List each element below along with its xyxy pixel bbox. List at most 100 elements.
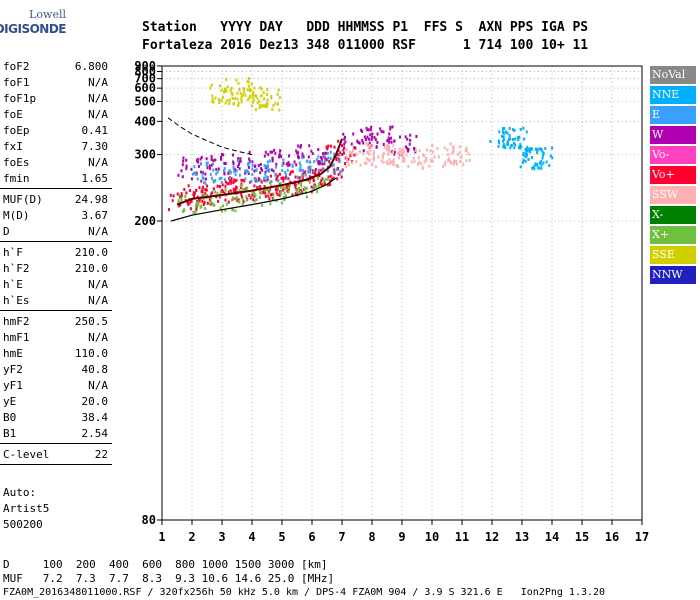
echo-mark: [198, 197, 201, 201]
echo-mark: [184, 194, 187, 198]
x-tick-label: 7: [338, 530, 345, 544]
echo-mark: [206, 166, 209, 170]
echo-mark: [503, 126, 506, 130]
echo-mark: [230, 86, 233, 90]
echo-mark: [265, 102, 268, 106]
echo-mark: [268, 197, 271, 201]
echo-mark: [231, 196, 234, 200]
echo-mark: [528, 147, 531, 151]
echo-mark: [504, 146, 507, 150]
echo-mark: [501, 134, 504, 138]
echo-mark: [318, 160, 321, 164]
echo-mark: [302, 171, 305, 175]
echo-mark: [335, 158, 338, 162]
echo-mark: [301, 174, 304, 178]
echo-mark: [285, 173, 288, 177]
echo-mark: [336, 177, 339, 181]
echo-mark: [304, 187, 307, 191]
divider: [0, 241, 112, 242]
echo-mark: [254, 164, 257, 168]
echo-mark: [301, 169, 304, 173]
echo-mark: [521, 161, 524, 165]
echo-mark: [304, 173, 307, 177]
echo-mark: [299, 145, 302, 149]
echo-mark: [389, 125, 392, 129]
echo-mark: [318, 182, 321, 186]
echo-mark: [299, 166, 302, 170]
echo-mark: [456, 162, 459, 166]
param-value: 24.98: [74, 193, 108, 206]
echo-mark: [452, 145, 455, 149]
echo-mark: [265, 179, 268, 183]
echo-mark: [312, 169, 315, 173]
param-value: 0.41: [81, 124, 109, 137]
echo-mark: [256, 97, 259, 101]
echo-mark: [431, 144, 434, 148]
param-key: h`E: [3, 278, 23, 291]
echo-mark: [539, 161, 542, 165]
echo-mark: [301, 191, 304, 195]
legend-item-vo-minus: Vo-: [650, 146, 696, 164]
echo-mark: [423, 160, 426, 164]
echo-mark: [540, 148, 543, 152]
echo-mark: [192, 210, 195, 214]
echo-mark: [238, 160, 241, 164]
echo-mark: [350, 142, 353, 146]
param-key: fxI: [3, 140, 23, 153]
echo-mark: [269, 150, 272, 154]
echo-mark: [250, 82, 253, 86]
echo-mark: [204, 207, 207, 211]
echo-mark: [368, 159, 371, 163]
echo-mark: [519, 127, 522, 131]
echo-mark: [259, 171, 262, 175]
echo-mark: [349, 150, 352, 154]
param-row: yF2 40.8: [0, 361, 112, 377]
param-key: foEs: [3, 156, 30, 169]
echo-mark: [239, 159, 242, 163]
echo-mark: [502, 135, 505, 139]
param-key: D: [3, 225, 10, 238]
echo-mark: [235, 186, 238, 190]
echo-mark: [397, 151, 400, 155]
echo-mark: [203, 181, 206, 185]
echo-mark: [210, 157, 213, 161]
echo-mark: [270, 96, 273, 100]
echo-mark: [354, 146, 357, 150]
echo-mark: [326, 151, 329, 155]
echo-mark: [247, 165, 250, 169]
echo-mark: [529, 147, 532, 151]
echo-mark: [289, 180, 292, 184]
echo-mark: [374, 138, 377, 142]
echo-mark: [447, 157, 450, 161]
echo-mark: [220, 153, 223, 157]
echo-mark: [233, 178, 236, 182]
echo-mark: [233, 96, 236, 100]
echo-mark: [526, 153, 529, 157]
echo-mark: [379, 127, 382, 131]
echo-mark: [458, 151, 461, 155]
echo-mark: [300, 144, 303, 148]
echo-mark: [188, 189, 191, 193]
echo-mark: [464, 149, 467, 153]
echo-mark: [260, 180, 263, 184]
echo-mark: [382, 160, 385, 164]
autoscale-artist: Artist5: [3, 502, 50, 515]
echo-mark: [177, 199, 180, 203]
echo-mark: [344, 135, 347, 139]
param-value: N/A: [88, 108, 108, 121]
echo-mark: [237, 157, 240, 161]
echo-mark: [198, 186, 201, 190]
param-value: 40.8: [81, 363, 109, 376]
echo-mark: [507, 137, 510, 141]
echo-mark: [240, 178, 243, 182]
param-row: yF1 N/A: [0, 377, 112, 393]
echo-mark: [254, 108, 257, 112]
echo-mark: [498, 130, 501, 134]
echo-mark: [275, 191, 278, 195]
echo-mark: [235, 169, 238, 173]
echo-mark: [286, 186, 289, 190]
param-key: B1: [3, 427, 17, 440]
echo-mark: [219, 84, 222, 88]
echo-mark: [190, 167, 193, 171]
echo-mark: [233, 167, 236, 171]
